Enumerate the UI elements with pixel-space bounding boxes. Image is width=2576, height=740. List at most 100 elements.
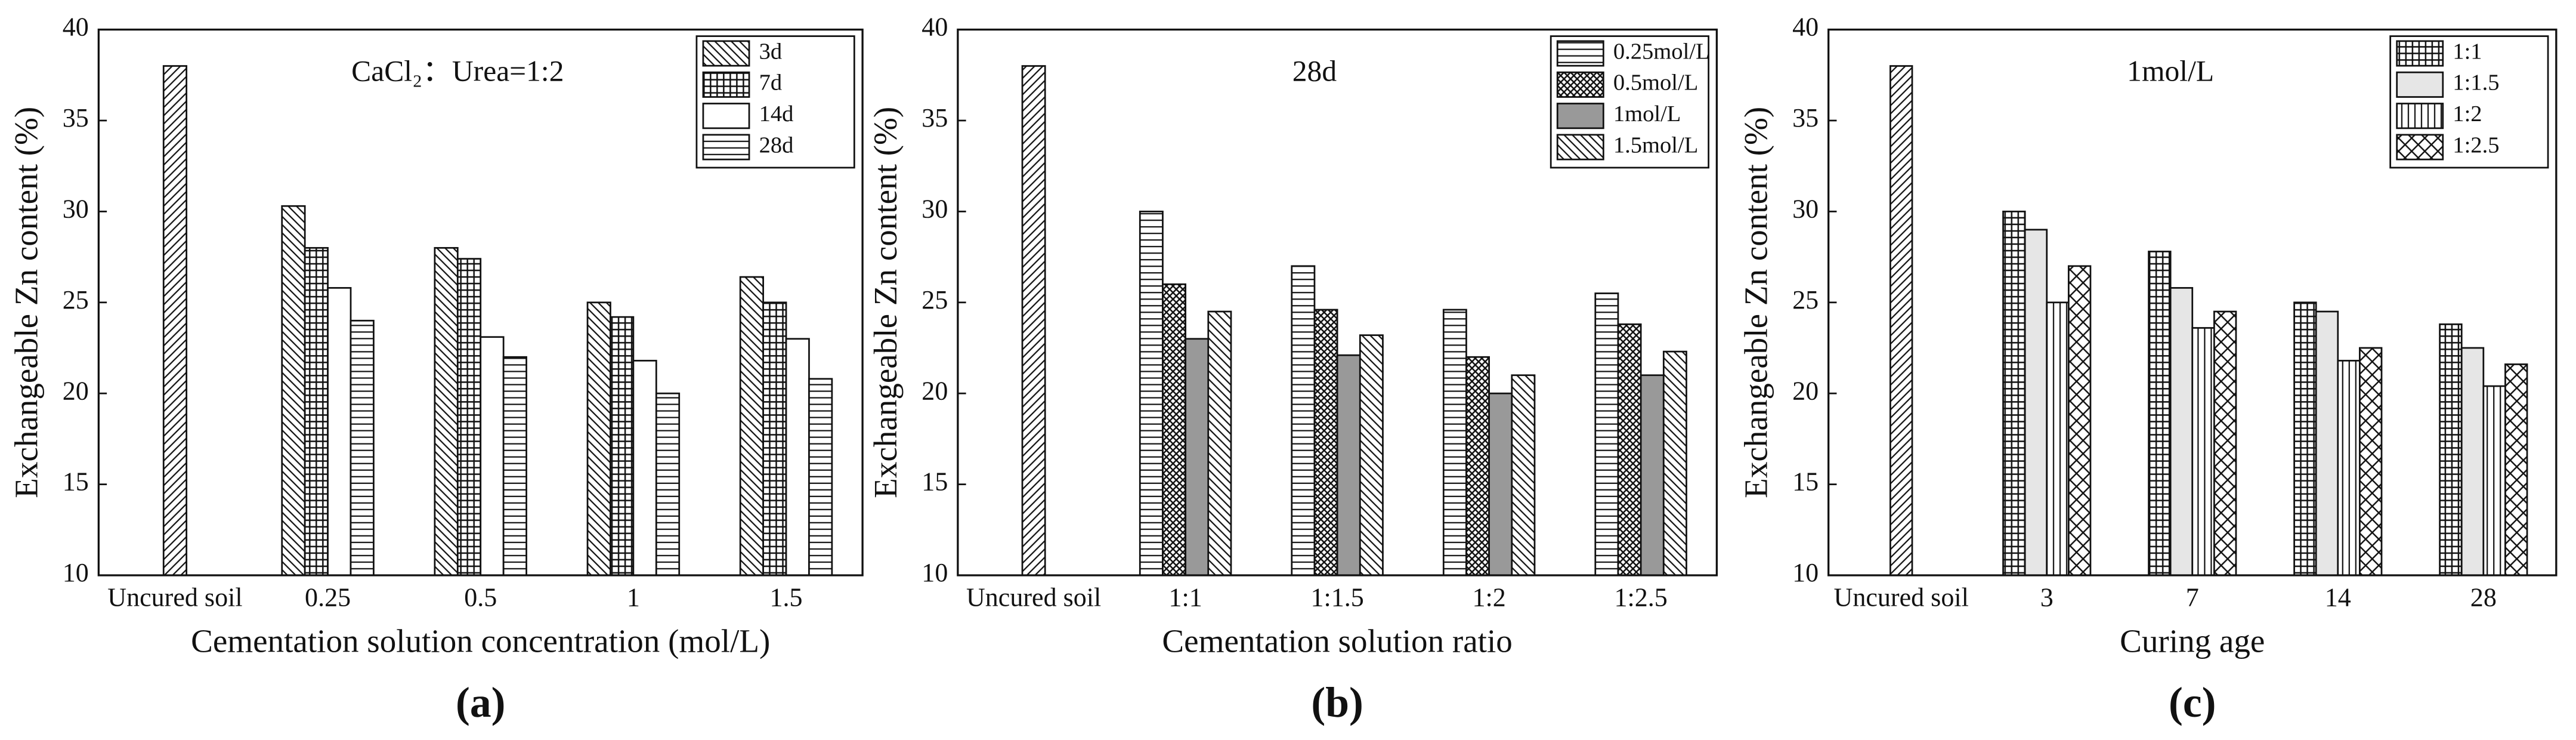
x-tick-label: Uncured soil bbox=[1834, 582, 1969, 612]
legend-label: 7d bbox=[759, 70, 783, 95]
bar bbox=[1465, 356, 1490, 576]
bar bbox=[1662, 350, 1687, 576]
y-tick-label: 20 bbox=[63, 376, 89, 405]
x-tick-label: 0.5 bbox=[464, 582, 497, 612]
bar bbox=[1511, 374, 1536, 576]
bar bbox=[456, 258, 482, 576]
legend-label: 1mol/L bbox=[1613, 101, 1681, 127]
bar bbox=[1488, 392, 1513, 576]
bar bbox=[632, 359, 657, 576]
bar bbox=[762, 301, 787, 576]
bar bbox=[1594, 292, 1619, 576]
panel-label: (b) bbox=[1311, 679, 1363, 726]
bar bbox=[2191, 327, 2215, 576]
bar bbox=[2359, 347, 2383, 576]
bar bbox=[2213, 310, 2237, 576]
y-tick-label: 25 bbox=[921, 285, 948, 314]
legend-swatch bbox=[2396, 40, 2444, 67]
legend-swatch bbox=[702, 134, 750, 161]
legend-label: 28d bbox=[759, 132, 794, 158]
bar bbox=[480, 336, 505, 576]
legend-label: 0.5mol/L bbox=[1613, 70, 1698, 95]
bar bbox=[2046, 301, 2070, 576]
y-tick-label: 10 bbox=[921, 558, 948, 587]
bar bbox=[162, 65, 188, 576]
bar bbox=[1291, 265, 1316, 576]
x-tick-label: 14 bbox=[2325, 582, 2351, 612]
legend-label: 1:2.5 bbox=[2453, 132, 2499, 158]
y-axis-title: Exchangeable Zn content (%) bbox=[867, 107, 904, 498]
x-tick-label: 1:2 bbox=[1472, 582, 1505, 612]
bar bbox=[785, 338, 810, 576]
bar bbox=[2002, 211, 2026, 576]
x-tick-label: 7 bbox=[2186, 582, 2199, 612]
legend-swatch bbox=[1556, 103, 1604, 130]
bar bbox=[350, 319, 375, 576]
y-tick-label: 10 bbox=[1792, 558, 1819, 587]
legend-label: 1:1 bbox=[2453, 39, 2482, 64]
x-tick-label: Uncured soil bbox=[966, 582, 1101, 612]
bar bbox=[2067, 265, 2092, 576]
legend-label: 1.5mol/L bbox=[1613, 132, 1698, 158]
y-axis-title: Exchangeable Zn content (%) bbox=[8, 107, 44, 498]
x-tick-label: 1 bbox=[627, 582, 640, 612]
bar bbox=[2024, 229, 2048, 576]
x-axis-title: Cementation solution ratio bbox=[1162, 622, 1512, 659]
x-tick-label: 1:2.5 bbox=[1614, 582, 1667, 612]
y-tick-label: 20 bbox=[1792, 376, 1819, 405]
bar bbox=[1336, 354, 1361, 576]
y-tick-label: 15 bbox=[921, 467, 948, 497]
y-tick-label: 35 bbox=[63, 103, 89, 132]
legend-label: 3d bbox=[759, 39, 783, 64]
x-tick-label: 0.25 bbox=[305, 582, 351, 612]
x-tick-label: 3 bbox=[2040, 582, 2054, 612]
bar bbox=[2315, 310, 2339, 576]
y-tick-label: 20 bbox=[921, 376, 948, 405]
legend-label: 1:2 bbox=[2453, 101, 2482, 127]
y-axis-title: Exchangeable Zn content (%) bbox=[1738, 107, 1774, 498]
y-tick-label: 40 bbox=[1792, 13, 1819, 42]
legend-label: 14d bbox=[759, 101, 794, 127]
x-axis-title: Cementation solution concentration (mol/… bbox=[191, 622, 770, 659]
bar bbox=[327, 287, 352, 576]
panel-label: (a) bbox=[456, 679, 506, 726]
legend-swatch bbox=[2396, 71, 2444, 98]
x-tick-label: Uncured soil bbox=[107, 582, 242, 612]
bar bbox=[2504, 363, 2528, 576]
y-tick-label: 30 bbox=[1792, 195, 1819, 224]
y-tick-label: 25 bbox=[63, 285, 89, 314]
bar bbox=[1207, 310, 1232, 576]
bar bbox=[1021, 65, 1046, 576]
bar bbox=[1359, 334, 1384, 576]
bar bbox=[434, 246, 459, 576]
bar bbox=[1640, 374, 1665, 576]
bar bbox=[2482, 385, 2506, 576]
annotation: 1mol/L bbox=[2127, 54, 2214, 87]
bar bbox=[1162, 283, 1187, 576]
bar bbox=[1139, 211, 1164, 576]
y-tick-label: 35 bbox=[921, 103, 948, 132]
bar bbox=[1617, 323, 1642, 576]
bar bbox=[1313, 309, 1338, 576]
bar bbox=[2293, 301, 2317, 576]
bar bbox=[502, 356, 527, 576]
y-tick-label: 25 bbox=[1792, 285, 1819, 314]
y-tick-label: 30 bbox=[63, 195, 89, 224]
plot-frame bbox=[1827, 28, 2558, 576]
bar bbox=[586, 301, 611, 576]
bar bbox=[1442, 309, 1467, 576]
bar bbox=[2148, 251, 2172, 576]
x-tick-label: 1:1 bbox=[1168, 582, 1202, 612]
legend-swatch bbox=[2396, 134, 2444, 161]
legend-swatch bbox=[702, 40, 750, 67]
panel-label: (c) bbox=[2169, 679, 2216, 726]
y-tick-label: 35 bbox=[1792, 103, 1819, 132]
bar bbox=[304, 246, 329, 576]
bar bbox=[655, 392, 681, 576]
legend-swatch bbox=[1556, 71, 1604, 98]
legend-swatch bbox=[1556, 40, 1604, 67]
y-tick-label: 40 bbox=[63, 13, 89, 42]
x-tick-label: 28 bbox=[2470, 582, 2497, 612]
annotation: CaCl₂：Urea=1:2 bbox=[351, 54, 564, 87]
